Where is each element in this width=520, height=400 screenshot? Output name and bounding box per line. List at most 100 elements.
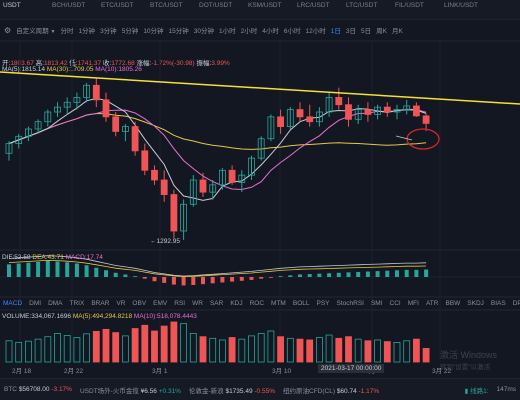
footer-quote[interactable]: 纽约原油CFD(CL) $60.74 -1.17%	[283, 385, 379, 395]
volume-bar	[286, 337, 294, 363]
macd-bar	[268, 277, 273, 278]
timeframe-button[interactable]: 10分钟	[143, 28, 164, 35]
timeframe-button[interactable]: 3日	[345, 28, 356, 35]
indicator-tab[interactable]: OBV	[132, 300, 147, 307]
candle	[180, 203, 188, 232]
timeframe-button[interactable]: 15分钟	[168, 28, 189, 35]
dea-line	[8, 259, 427, 278]
timeframe-button[interactable]: 30分钟	[193, 28, 215, 35]
macd-bar	[307, 274, 312, 277]
candle	[286, 109, 294, 127]
footer-quote[interactable]: BTC $56708.00 -3.17%	[4, 386, 72, 393]
ticker-name: BTC/USDT	[150, 2, 183, 9]
ticker-tab[interactable]: BCH/USDT	[49, 0, 98, 19]
indicator-tab[interactable]: MFI	[407, 300, 419, 307]
candle	[92, 84, 100, 101]
timeframe-button[interactable]: 周K	[376, 28, 387, 35]
close-value: 1772.68	[111, 60, 135, 67]
ticker-tab[interactable]: USDT	[0, 0, 49, 19]
indicator-tab[interactable]: MTM	[271, 300, 286, 307]
macd-bar	[424, 269, 429, 277]
connection-status: ▮ 线路1:	[465, 385, 489, 395]
ticker-tab[interactable]: FIL/USDT	[392, 0, 441, 19]
low-value: 1741.37	[77, 60, 102, 67]
indicator-tab[interactable]: MACD	[3, 300, 23, 307]
ticker-tab[interactable]: LRC/USDT	[294, 0, 343, 19]
volume-bar	[412, 338, 420, 363]
ticker-tab[interactable]: BTC/USDT	[147, 0, 196, 19]
macd-value: 17.74	[86, 254, 103, 261]
candle	[422, 115, 430, 124]
indicator-tab[interactable]: SKDJ	[467, 300, 484, 307]
indicator-tab[interactable]: DMI	[29, 300, 42, 307]
amplitude-label: 振幅:	[196, 60, 212, 67]
timeframe-button[interactable]: 5日	[361, 28, 372, 35]
close-label: 收:	[102, 60, 112, 67]
timeframe-button[interactable]: 5分钟	[121, 28, 139, 35]
volume-bar	[335, 337, 343, 363]
indicator-tab[interactable]: DPO	[512, 300, 520, 307]
candle	[141, 150, 149, 171]
timeframe-button[interactable]: 12小时	[305, 28, 326, 35]
candle	[122, 126, 129, 132]
volume-bar	[345, 336, 352, 363]
footer-quote[interactable]: 伦敦金-新浪 $1735.49 -0.55%	[189, 385, 275, 395]
indicator-tab[interactable]: KDJ	[230, 300, 243, 307]
indicator-tab[interactable]: StochRSI	[336, 300, 364, 307]
ticker-tab[interactable]: LINK/USDT	[441, 0, 490, 19]
macd-bar	[26, 262, 31, 277]
candle	[199, 179, 207, 193]
macd-bar	[288, 275, 293, 277]
timeframe-button[interactable]: 3分钟	[100, 28, 117, 35]
timeframe-button[interactable]: 2小时	[240, 28, 258, 35]
macd-bar	[414, 269, 419, 277]
candle	[170, 194, 178, 232]
low-price-marker: ←1292.95	[150, 238, 180, 245]
indicator-tab[interactable]: BOLL	[292, 300, 310, 307]
indicator-tab[interactable]: ATR	[425, 300, 439, 307]
date-tick: 2月 18	[12, 368, 32, 375]
candle	[73, 97, 81, 103]
indicator-tab[interactable]: ROC	[249, 300, 265, 307]
indicator-tab[interactable]: PSY	[316, 300, 330, 307]
indicator-tab[interactable]: SAR	[209, 300, 224, 307]
timeframe-button[interactable]: 1小时	[219, 28, 236, 35]
candle	[24, 128, 32, 137]
timeframe-button[interactable]: 6小时	[283, 28, 301, 35]
timeframe-button[interactable]: 1分钟	[78, 28, 96, 35]
macd-bar	[404, 269, 409, 277]
indicator-tab[interactable]: CCI	[389, 300, 401, 307]
footer-quote[interactable]: USDT场外-火币金揽 ¥6.56 +0.31%	[80, 385, 181, 395]
indicator-tab[interactable]: BIAS	[490, 300, 506, 307]
timeframe-button[interactable]: 1日	[330, 28, 341, 35]
footer-quote-change: -1.17%	[358, 387, 380, 395]
gear-icon[interactable]: ⚙	[4, 25, 12, 35]
timeframe-button[interactable]: 分时	[60, 28, 74, 35]
ticker-tab[interactable]: DOT/USDT	[196, 0, 245, 19]
indicator-tab[interactable]: DMA	[48, 300, 63, 307]
custom-period-button[interactable]: 自定义周期 ▼	[16, 25, 55, 35]
volume-bar	[393, 342, 401, 363]
macd-bar	[113, 272, 118, 277]
candle	[383, 106, 391, 113]
ticker-tab[interactable]: LTC/USDT	[343, 0, 392, 19]
timeframe-button[interactable]: 4小时	[262, 28, 279, 35]
ma10-value: 1805.26	[118, 66, 142, 73]
ticker-name: LTC/USDT	[346, 2, 378, 9]
indicator-tab[interactable]: BBW	[445, 300, 461, 307]
footer-quote-change: -0.55%	[254, 387, 275, 395]
timeframe-button[interactable]: 月K	[391, 28, 403, 35]
indicator-tab[interactable]: TRIX	[69, 300, 85, 307]
ticker-tab[interactable]: KSM/USDT	[245, 0, 294, 19]
indicator-tab[interactable]: EMV	[153, 300, 168, 307]
indicator-tab[interactable]: WR	[192, 300, 203, 307]
ticker-name: DOT/USDT	[199, 2, 233, 9]
indicator-tab[interactable]: VR	[116, 300, 126, 307]
indicator-tab[interactable]: SMI	[370, 300, 383, 307]
ticker-tab[interactable]: ETC/USDT	[98, 0, 147, 19]
candle	[277, 116, 285, 127]
indicator-tab[interactable]: RSI	[174, 300, 186, 307]
indicator-tab[interactable]: BRAR	[91, 300, 110, 307]
vol-ma5-label: MA(5):	[72, 313, 93, 320]
